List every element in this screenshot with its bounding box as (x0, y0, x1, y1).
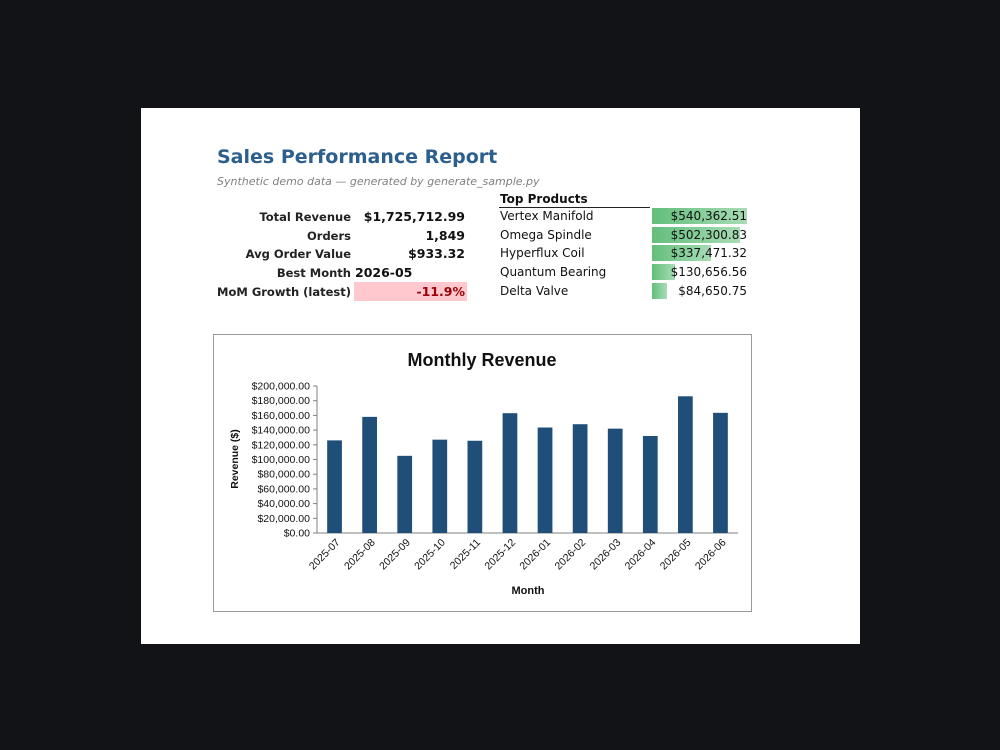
x-tick-label: 2025-09 (377, 537, 413, 573)
revenue-bar (362, 416, 377, 533)
y-tick-label: $160,000.00 (252, 410, 311, 422)
x-tick-label: 2025-11 (448, 537, 483, 572)
top-product-value: $540,362.51 (670, 209, 747, 223)
revenue-bar (642, 435, 658, 533)
y-tick-label: $80,000.00 (257, 469, 310, 481)
top-product-data-bar (652, 245, 711, 261)
top-product-value: $84,650.75 (678, 284, 747, 298)
y-tick-label: $0.00 (284, 528, 310, 540)
top-product-data-bar (652, 283, 667, 299)
y-tick-label: $20,000.00 (257, 513, 310, 525)
chart-title: Monthly Revenue (407, 350, 556, 370)
revenue-bar (327, 440, 342, 533)
kpi-total-revenue-label: Total Revenue (259, 210, 351, 224)
revenue-bar (467, 440, 483, 533)
top-product-value: $337,471.32 (670, 246, 747, 260)
top-product-data-bar (652, 264, 675, 280)
top-product-name: Hyperflux Coil (500, 246, 585, 260)
top-product-value: $130,656.56 (670, 265, 747, 279)
top-products-underline (499, 207, 650, 208)
top-product-data-bar (652, 208, 747, 224)
monthly-revenue-chart: Monthly Revenue $0.00 $20,000.00 $40,000.00… (213, 334, 752, 612)
x-tick-label: 2026-04 (623, 537, 659, 573)
kpi-orders-label: Orders (307, 229, 351, 243)
y-tick-label: $100,000.00 (252, 454, 311, 466)
report-title: Sales Performance Report (217, 146, 498, 168)
report-sheet: Sales Performance Report Synthetic demo … (141, 108, 860, 644)
kpi-mom-growth-label: MoM Growth (latest) (217, 285, 351, 299)
kpi-avg-order-label: Avg Order Value (245, 247, 351, 261)
y-tick-label: $60,000.00 (257, 483, 310, 495)
top-product-name: Vertex Manifold (500, 209, 594, 223)
revenue-bar (397, 455, 413, 533)
x-tick-label: 2025-08 (342, 537, 378, 573)
chart-canvas: Monthly Revenue $0.00 $20,000.00 $40,000.00… (229, 350, 738, 597)
top-product-name: Quantum Bearing (500, 265, 607, 279)
x-tick-label: 2025-10 (412, 537, 448, 573)
kpi-mom-growth-value: -11.9% (416, 284, 465, 299)
revenue-bar (537, 427, 553, 533)
revenue-bar (607, 428, 623, 533)
top-product-value: $502,300.83 (670, 228, 747, 242)
revenue-bar (432, 439, 448, 533)
revenue-bar (713, 412, 728, 533)
x-tick-label: 2025-12 (482, 537, 518, 573)
y-tick-label: $40,000.00 (257, 498, 310, 510)
y-tick-label: $200,000.00 (252, 381, 311, 393)
kpi-orders-value: 1,849 (425, 228, 465, 243)
x-tick-label: 2026-05 (658, 537, 694, 573)
y-tick-label: $120,000.00 (252, 439, 311, 451)
x-tick-label: 2026-06 (693, 537, 729, 573)
kpi-best-month-label: Best Month (276, 266, 351, 280)
top-product-data-bar (652, 227, 740, 243)
kpi-best-month-value: 2026-05 (355, 265, 413, 280)
y-axis-title: Revenue ($) (229, 429, 241, 489)
x-tick-label: 2026-01 (517, 537, 553, 573)
x-tick-label: 2026-02 (553, 537, 589, 573)
x-tick-label: 2025-07 (307, 537, 343, 573)
y-tick-label: $180,000.00 (252, 395, 311, 407)
mom-growth-highlight (354, 282, 467, 301)
report-subtitle: Synthetic demo data — generated by gener… (217, 175, 540, 188)
revenue-bar (572, 424, 588, 533)
kpi-avg-order-value: $933.32 (408, 246, 465, 261)
x-tick-label: 2026-03 (588, 537, 624, 573)
revenue-bar (502, 413, 518, 533)
x-axis-title: Month (512, 585, 545, 597)
kpi-total-revenue-value: $1,725,712.99 (363, 209, 465, 224)
top-product-name: Omega Spindle (500, 228, 592, 242)
y-tick-label: $140,000.00 (252, 425, 311, 437)
top-products-header: Top Products (500, 192, 588, 206)
revenue-bar (678, 396, 693, 533)
top-product-name: Delta Valve (500, 284, 569, 298)
